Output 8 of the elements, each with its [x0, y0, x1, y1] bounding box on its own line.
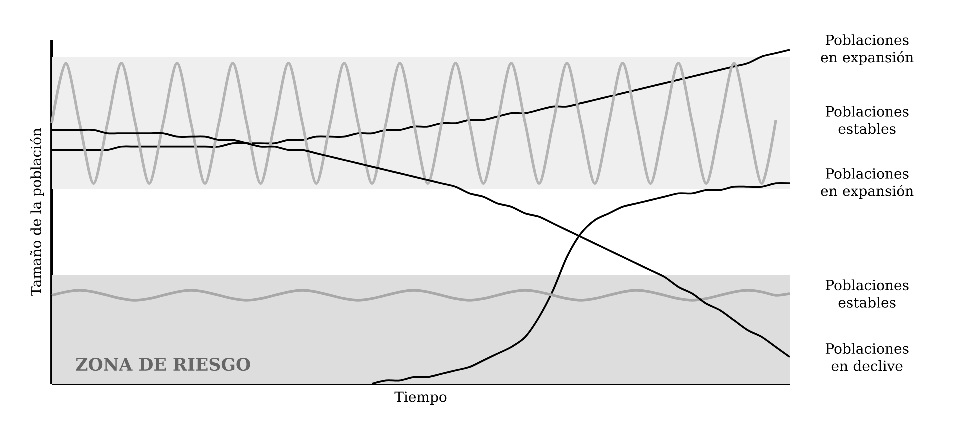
text: Poblaciones estables: [826, 106, 909, 134]
text: Poblaciones en expansión: [821, 34, 914, 66]
text: Poblaciones en declive: [826, 343, 909, 372]
x-axis-title: Tiempo: [394, 392, 447, 405]
text: Poblaciones en expansión: [821, 168, 914, 200]
text: Poblaciones estables: [826, 280, 909, 308]
band-label: ZONA DE RIESGO: [76, 358, 250, 372]
y-axis-title: Tamaño de la población: [30, 128, 44, 296]
